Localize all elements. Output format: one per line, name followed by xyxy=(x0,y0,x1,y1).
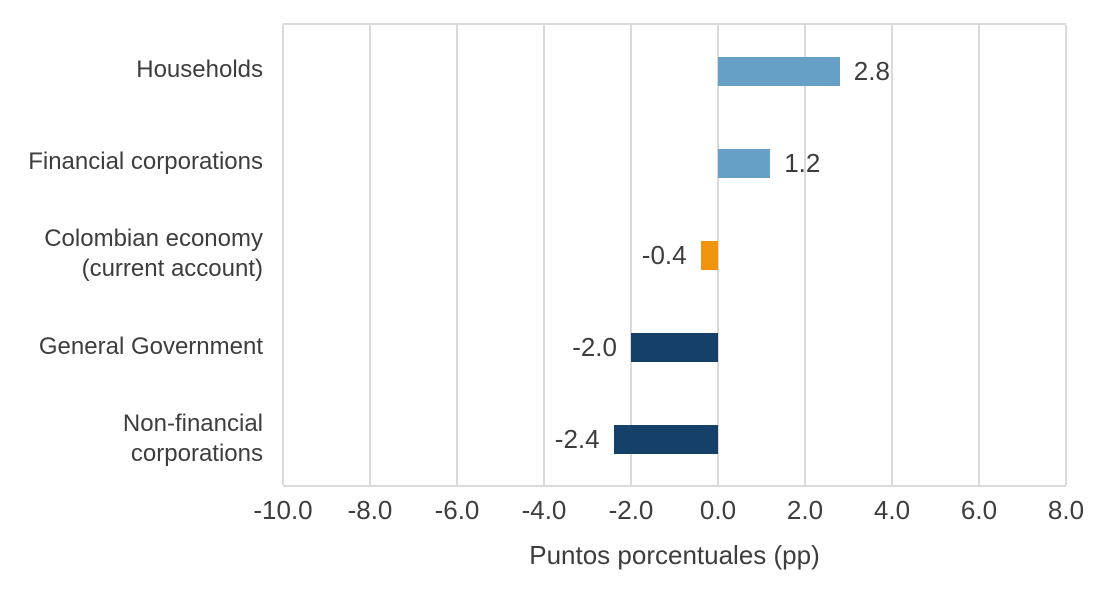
bar-value-label: 2.8 xyxy=(853,55,890,86)
category-label: Non-financial corporations xyxy=(122,409,263,467)
gridline xyxy=(456,25,458,485)
x-tick-label: 6.0 xyxy=(960,495,998,525)
category-label: Colombian economy (current account) xyxy=(44,225,263,283)
bar-value-label: -2.0 xyxy=(572,332,617,363)
x-tick-label: 2.0 xyxy=(786,495,824,525)
gridline xyxy=(543,25,545,485)
bar xyxy=(718,56,840,86)
x-tick-label: 4.0 xyxy=(873,495,911,525)
x-tick-label: -10.0 xyxy=(253,495,313,525)
bar-value-label: -0.4 xyxy=(641,240,687,270)
bar-value-label: 1.2 xyxy=(784,147,821,178)
category-label: Financial corporations xyxy=(28,148,263,176)
category-label: General Government xyxy=(38,332,263,360)
plot-area: 2.8 1.2 -0.4 -2.0 -2.4 xyxy=(282,23,1067,487)
x-tick-label: -6.0 xyxy=(434,495,480,525)
gridline xyxy=(804,25,806,485)
bar xyxy=(613,425,718,455)
gridline xyxy=(978,25,980,485)
x-tick-label: -4.0 xyxy=(521,495,567,525)
bar-value-label: -2.4 xyxy=(554,424,600,455)
gridline xyxy=(630,25,632,485)
x-tick-label: 8.0 xyxy=(1047,495,1085,525)
x-tick-label: -2.0 xyxy=(608,495,654,525)
gridline xyxy=(369,25,371,485)
x-tick-label: 0.0 xyxy=(699,495,737,525)
gridline xyxy=(891,25,893,485)
gridline xyxy=(717,25,719,485)
x-axis-title: Puntos porcentuales (pp) xyxy=(529,540,820,570)
bar xyxy=(700,241,718,270)
category-label: Households xyxy=(136,56,263,84)
gridline xyxy=(282,25,284,485)
gridline xyxy=(1065,25,1067,485)
x-tick-label: -8.0 xyxy=(347,495,393,525)
bar xyxy=(631,333,718,363)
bar xyxy=(718,148,771,178)
